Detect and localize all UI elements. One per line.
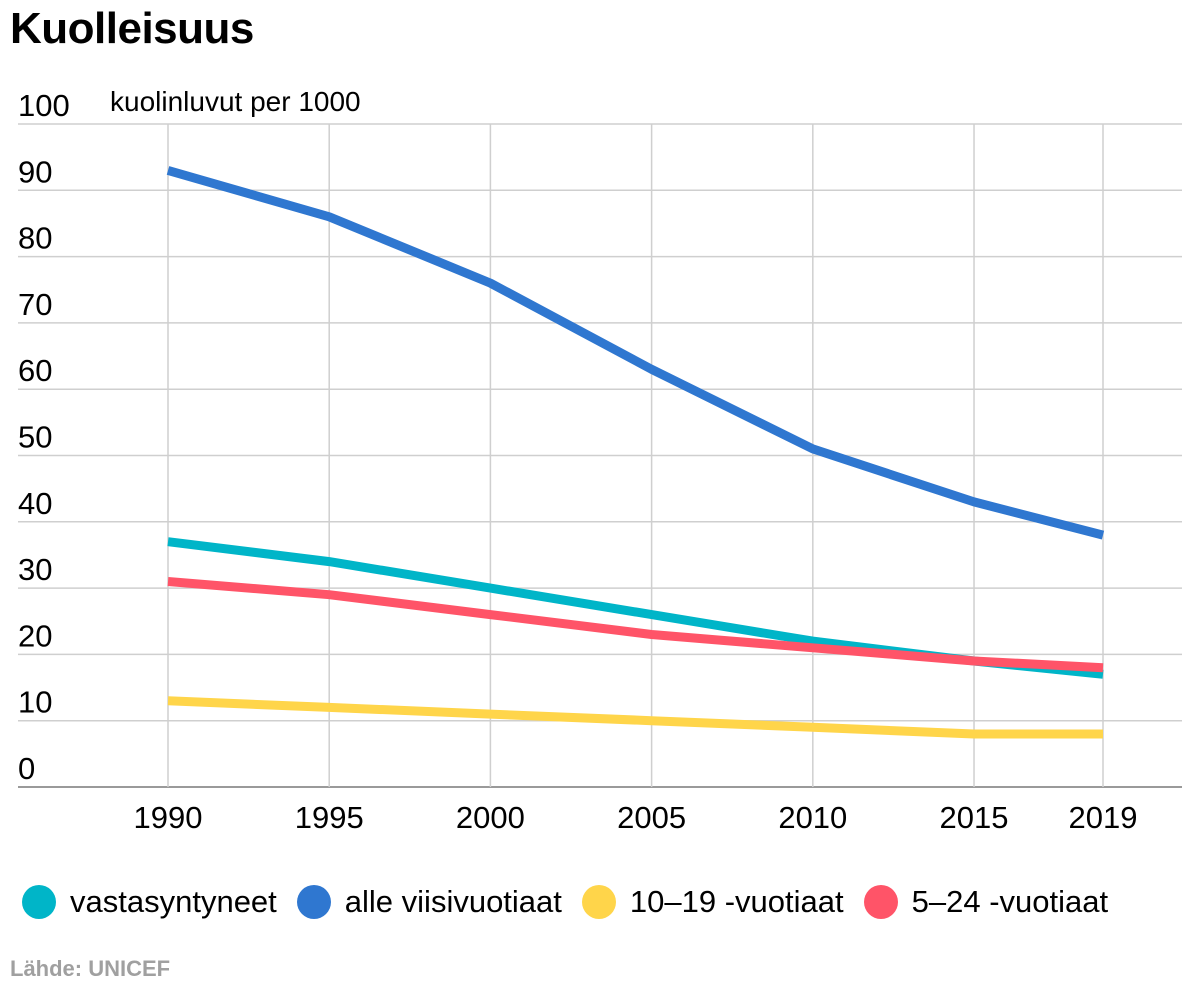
x-tick-labels: 1990 1995 2000 2005 2010 2015 2019 xyxy=(134,800,1138,835)
legend-item: alle viisivuotiaat xyxy=(296,884,562,920)
x-tick-label: 1990 xyxy=(134,800,203,835)
y-tick-label: 40 xyxy=(18,486,52,521)
series-line-5–24--vuotiaat xyxy=(167,577,1104,673)
y-tick-label: 10 xyxy=(18,685,52,720)
x-tick-label: 2010 xyxy=(778,800,847,835)
x-tick-label: 2015 xyxy=(940,800,1009,835)
legend-item: vastasyntyneet xyxy=(22,884,277,920)
x-tick-label: 2000 xyxy=(456,800,525,835)
series-line-alle-viisivuotiaat xyxy=(166,166,1105,540)
y-tick-label: 60 xyxy=(18,353,52,388)
y-tick-label: 100 xyxy=(18,88,70,123)
chart-title: Kuolleisuus xyxy=(10,4,254,53)
legend-label: 10–19 -vuotiaat xyxy=(629,884,844,919)
legend-swatch xyxy=(296,885,331,919)
y-tick-label: 0 xyxy=(18,751,35,786)
x-tick-label: 2019 xyxy=(1069,800,1138,835)
y-tick-label: 30 xyxy=(18,552,52,587)
y-tick-labels: 0 10 20 30 40 50 60 70 80 90 100 xyxy=(18,88,70,786)
legend-item: 5–24 -vuotiaat xyxy=(863,884,1109,920)
legend-item: 10–19 -vuotiaat xyxy=(581,884,844,920)
y-tick-label: 80 xyxy=(18,221,52,256)
y-tick-label: 20 xyxy=(18,618,52,653)
y-tick-label: 70 xyxy=(18,287,52,322)
legend-swatch xyxy=(581,885,616,919)
series-lines xyxy=(166,166,1105,739)
legend-label: alle viisivuotiaat xyxy=(344,884,562,919)
y-axis-label: kuolinluvut per 1000 xyxy=(110,86,361,117)
legend-swatch xyxy=(22,885,56,919)
line-chart: 0 10 20 30 40 50 60 70 80 90 100 1990 1995 2000 2005 2… xyxy=(18,86,1182,835)
source-note: Lähde: UNICEF xyxy=(10,956,171,981)
x-tick-label: 1995 xyxy=(295,800,364,835)
y-tick-label: 90 xyxy=(18,154,52,189)
legend: vastasyntyneet alle viisivuotiaat 10–19 -v… xyxy=(22,884,1128,920)
legend-swatch xyxy=(863,885,898,919)
y-tick-label: 50 xyxy=(18,420,52,455)
legend-label: vastasyntyneet xyxy=(70,884,277,919)
grid-lines xyxy=(18,123,1182,788)
legend-label: 5–24 -vuotiaat xyxy=(911,884,1109,919)
x-tick-label: 2005 xyxy=(617,800,686,835)
series-line-10–19--vuotiaat xyxy=(167,696,1103,739)
